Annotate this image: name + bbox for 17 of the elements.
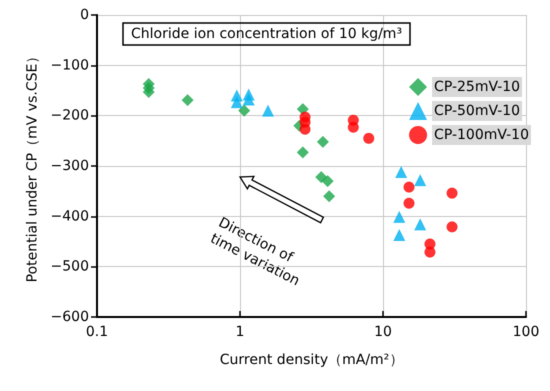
x-tick-label: 100	[512, 324, 540, 340]
y-tick-label: −500	[50, 258, 89, 275]
y-tick-label: −600	[50, 309, 89, 325]
legend-label: CP-100mV-10	[434, 127, 530, 143]
y-tick-label: −400	[50, 208, 89, 224]
y-axis-title: Potential under CP（mV vs.CSE）	[24, 50, 41, 282]
legend-label: CP-50mV-10	[434, 103, 520, 119]
y-tick-label: −300	[50, 158, 89, 174]
y-tick-label: 0	[80, 7, 89, 23]
x-tick-label: 10	[374, 324, 392, 340]
legend-label: CP-25mV-10	[434, 79, 520, 95]
text: Chloride ion concentration of 10 kg/m³	[131, 26, 402, 42]
x-tick-label: 0.1	[86, 324, 108, 340]
y-tick-label: −200	[50, 108, 89, 124]
y-tick-label: −100	[50, 57, 89, 74]
x-tick-label: 1	[236, 324, 244, 340]
x-axis-title: Current density（mA/m²）	[220, 352, 404, 368]
